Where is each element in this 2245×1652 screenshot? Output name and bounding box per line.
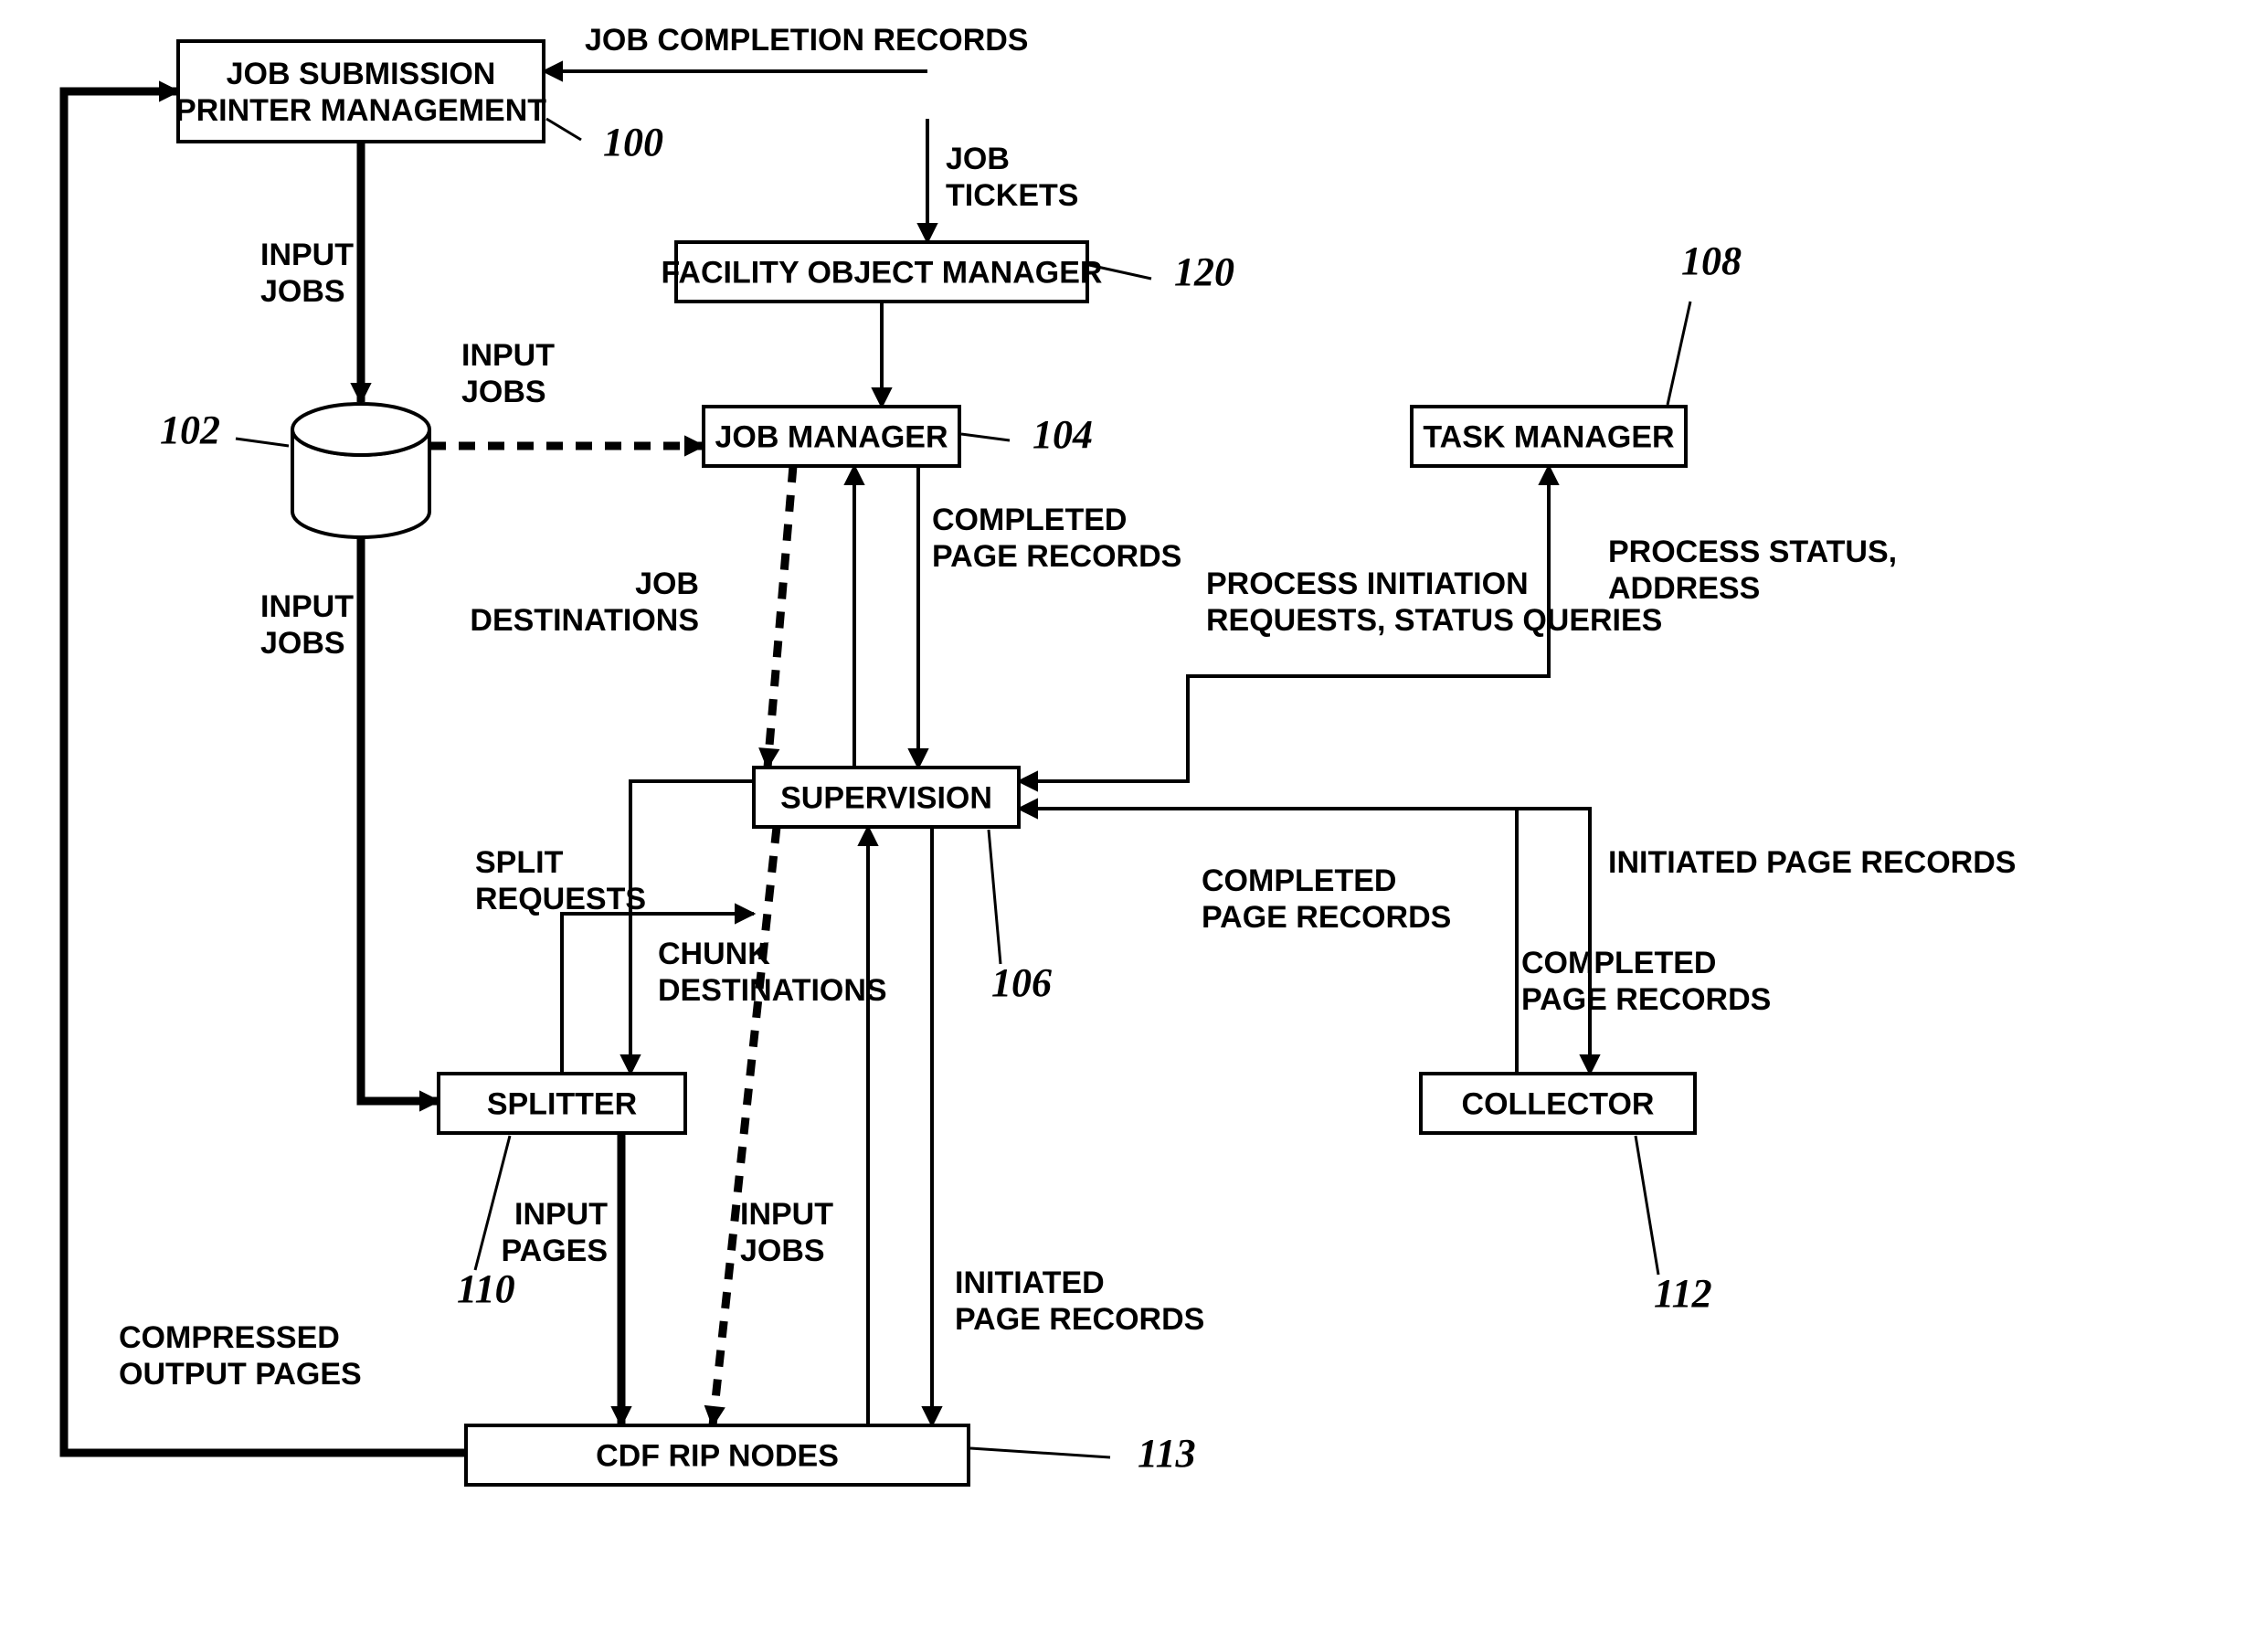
svg-text:PAGE RECORDS: PAGE RECORDS [1521,982,1771,1017]
svg-text:INITIATED PAGE RECORDS: INITIATED PAGE RECORDS [1608,845,2016,880]
node-label: PRINTER MANAGEMENT [175,93,546,128]
svg-text:INPUT: INPUT [514,1197,608,1232]
svg-text:102: 102 [160,408,220,452]
node-label: TASK MANAGER [1423,420,1674,455]
node-jspm: JOB SUBMISSIONPRINTER MANAGEMENT [175,41,581,142]
node-col: COLLECTOR [1421,1074,1695,1275]
svg-text:COMPLETED: COMPLETED [1202,863,1396,898]
edge [713,827,777,1425]
svg-text:INPUT: INPUT [260,589,354,624]
svg-text:DESTINATIONS: DESTINATIONS [470,603,699,638]
svg-text:INPUT: INPUT [260,238,354,272]
edge [361,514,439,1101]
node-fom: FACILITY OBJECT MANAGER [662,242,1151,302]
datastore-top [292,404,429,455]
svg-text:JOBS: JOBS [740,1234,825,1268]
node-label: SUPERVISION [780,781,992,816]
svg-text:TICKETS: TICKETS [946,178,1078,213]
svg-text:JOBS: JOBS [461,375,546,409]
svg-text:JOB: JOB [946,142,1010,176]
svg-text:SPLIT: SPLIT [475,845,564,880]
svg-text:PAGE RECORDS: PAGE RECORDS [1202,900,1451,935]
ref-number: 104 [1032,412,1093,457]
svg-text:CHUNK: CHUNK [658,937,770,971]
node-tm: TASK MANAGER [1412,302,1690,466]
ref-number: 112 [1654,1271,1712,1316]
node-label: SPLITTER [487,1087,637,1122]
ref-number: 106 [991,960,1052,1005]
edge [630,781,754,1074]
node-label: JOB SUBMISSION [227,57,496,91]
edge [1019,809,1517,1074]
svg-text:REQUESTS, STATUS QUERIES: REQUESTS, STATUS QUERIES [1206,603,1662,638]
svg-text:PROCESS INITIATION: PROCESS INITIATION [1206,567,1529,601]
flow-diagram: JOB COMPLETION RECORDSINPUTJOBSINPUTJOBS… [0,0,2245,1652]
ref-number: 120 [1174,249,1234,294]
node-jm: JOB MANAGER [704,407,1010,466]
svg-text:COMPLETED: COMPLETED [1521,946,1716,980]
svg-text:COMPLETED: COMPLETED [932,503,1127,537]
svg-text:PROCESS STATUS,: PROCESS STATUS, [1608,535,1897,569]
svg-text:INITIATED: INITIATED [955,1265,1105,1300]
edge [1019,809,1590,1074]
node-sup: SUPERVISION [754,768,1019,964]
svg-text:JOB: JOB [635,567,699,601]
svg-text:JOBS: JOBS [260,274,345,309]
svg-text:PAGES: PAGES [501,1234,608,1268]
svg-text:COMPRESSED: COMPRESSED [119,1320,340,1355]
svg-text:REQUESTS: REQUESTS [475,882,646,916]
svg-text:ADDRESS: ADDRESS [1608,571,1760,606]
svg-text:JOB COMPLETION RECORDS: JOB COMPLETION RECORDS [585,23,1028,58]
node-label: JOB MANAGER [715,420,948,455]
svg-text:PAGE RECORDS: PAGE RECORDS [932,539,1181,574]
ref-number: 100 [603,120,663,164]
svg-text:INPUT: INPUT [740,1197,833,1232]
node-label: CDF RIP NODES [596,1439,839,1474]
svg-text:JOBS: JOBS [260,626,345,661]
node-label: FACILITY OBJECT MANAGER [662,256,1103,291]
svg-text:INPUT: INPUT [461,338,555,373]
ref-number: 108 [1681,238,1742,283]
node-label: COLLECTOR [1462,1087,1655,1122]
edge [768,466,793,768]
node-rip: CDF RIP NODES [466,1425,1110,1485]
svg-text:OUTPUT PAGES: OUTPUT PAGES [119,1357,362,1392]
svg-text:PAGE RECORDS: PAGE RECORDS [955,1302,1204,1337]
ref-number: 113 [1138,1431,1196,1476]
ref-number: 110 [457,1266,515,1311]
svg-text:DESTINATIONS: DESTINATIONS [658,973,887,1008]
